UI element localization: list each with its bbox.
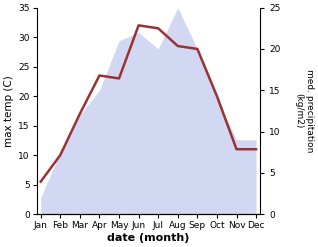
X-axis label: date (month): date (month) [107,233,190,243]
Y-axis label: med. precipitation
(kg/m2): med. precipitation (kg/m2) [294,69,314,153]
Y-axis label: max temp (C): max temp (C) [4,75,14,147]
